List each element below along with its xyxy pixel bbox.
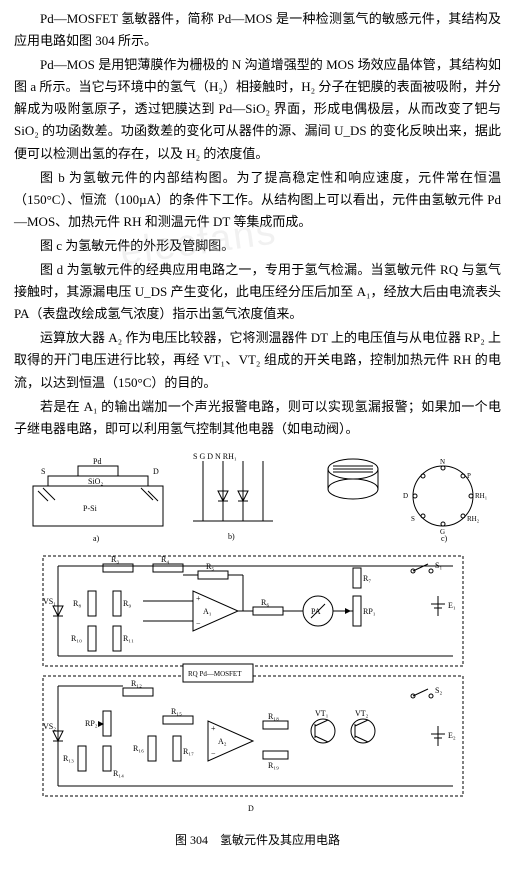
svg-text:a): a) [93,534,100,543]
svg-text:S₂: S₂ [435,686,442,695]
svg-text:R₁₀: R₁₀ [71,634,82,643]
svg-text:E₁: E₁ [448,601,456,610]
svg-text:S: S [411,515,415,523]
svg-text:S: S [41,467,45,476]
svg-text:−: − [211,749,216,758]
paragraph-5: 图 d 为氢敏元件的经典应用电路之一，专用于氢气检漏。当氢敏元件 RQ 与氢气接… [14,259,501,325]
svg-text:R₉: R₉ [123,599,131,608]
svg-text:A₁: A₁ [203,607,212,616]
paragraph-2: Pd—MOS 是用钯薄膜作为栅极的 N 沟道增强型的 MOS 场效应晶体管，其结… [14,54,501,164]
svg-text:R₁₃: R₁₃ [63,754,74,763]
svg-text:VS₂: VS₂ [43,722,56,731]
svg-text:D: D [248,804,254,813]
svg-text:RH₁: RH₁ [475,492,487,500]
svg-text:R₁₂: R₁₂ [131,679,142,688]
subfig-d-lower: RQ Pd—MOSFET VS₂ R₁₃ R₁₄ R₁₂ R₁₅ R₁₆ R₁₇… [43,664,463,813]
paragraph-4: 图 c 为氢敏元件的外形及管脚图。 [14,235,501,257]
paragraph-7: 若是在 A₁ 的输出端加一个声光报警电路，则可以实现氢漏报警；如果加一个电子继电… [14,396,501,440]
svg-text:R₆: R₆ [261,598,269,607]
svg-text:−: − [196,619,201,628]
svg-text:P-Si: P-Si [83,504,98,513]
svg-text:R₈: R₈ [73,599,81,608]
svg-text:VS₁: VS₁ [43,597,56,606]
figure-caption: 图 304 氢敏元件及其应用电路 [14,830,501,850]
svg-text:R₁₅: R₁₅ [171,707,182,716]
svg-text:VT₁: VT₁ [315,709,329,718]
svg-text:A₂: A₂ [218,737,227,746]
svg-text:R₁₈: R₁₈ [268,712,279,721]
svg-text:c): c) [441,534,448,543]
svg-text:S G D N RH₁: S G D N RH₁ [193,452,237,461]
subfig-a: Pd SiO₂ P-Si S D a) [33,457,163,543]
svg-text:R₄: R₄ [161,555,169,564]
paragraph-1: Pd—MOSFET 氢敏器件，简称 Pd—MOS 是一种检测氢气的敏感元件，其结… [14,8,501,52]
svg-text:E₂: E₂ [448,731,456,740]
svg-text:R₇: R₇ [363,574,371,583]
subfig-d-upper: VS₁ R₃ R₄ R₈ R₉ R₁₀ R₁₁ A₁ +− R₅ R₆ PA R… [43,555,463,666]
svg-text:D: D [153,467,159,476]
figure-304: Pd SiO₂ P-Si S D a) S G D N RH₁ b) [14,446,501,850]
svg-text:SiO₂: SiO₂ [88,477,103,486]
svg-text:N: N [440,458,445,466]
svg-text:VT₂: VT₂ [355,709,369,718]
svg-text:+: + [211,724,216,733]
svg-text:D: D [403,492,408,500]
paragraph-3: 图 b 为氢敏元件的内部结构图。为了提高稳定性和响应速度，元件常在恒温（150°… [14,167,501,233]
svg-text:Pd: Pd [93,457,101,466]
svg-text:R₁₆: R₁₆ [133,744,144,753]
circuit-diagram-svg: Pd SiO₂ P-Si S D a) S G D N RH₁ b) [23,446,493,826]
svg-text:b): b) [228,532,235,541]
svg-text:+: + [196,594,201,603]
subfig-c: N P RH₁ RH₂ G S D c) [328,458,487,543]
svg-text:RH₂: RH₂ [467,515,480,523]
svg-text:PA: PA [311,607,321,616]
svg-text:R₁₄: R₁₄ [113,769,124,778]
subfig-b: S G D N RH₁ b) [193,452,273,541]
svg-text:P: P [467,472,471,480]
paragraph-6: 运算放大器 A₂ 作为电压比较器，它将测温器件 DT 上的电压值与从电位器 RP… [14,327,501,393]
svg-text:R₁₇: R₁₇ [183,747,194,756]
svg-text:R₁₁: R₁₁ [123,634,134,643]
svg-text:R₃: R₃ [111,555,119,564]
svg-text:RP₂: RP₂ [85,719,98,728]
svg-text:RQ Pd—MOSFET: RQ Pd—MOSFET [188,670,242,678]
svg-text:RP₁: RP₁ [363,607,376,616]
svg-text:R₁₉: R₁₉ [268,761,279,770]
